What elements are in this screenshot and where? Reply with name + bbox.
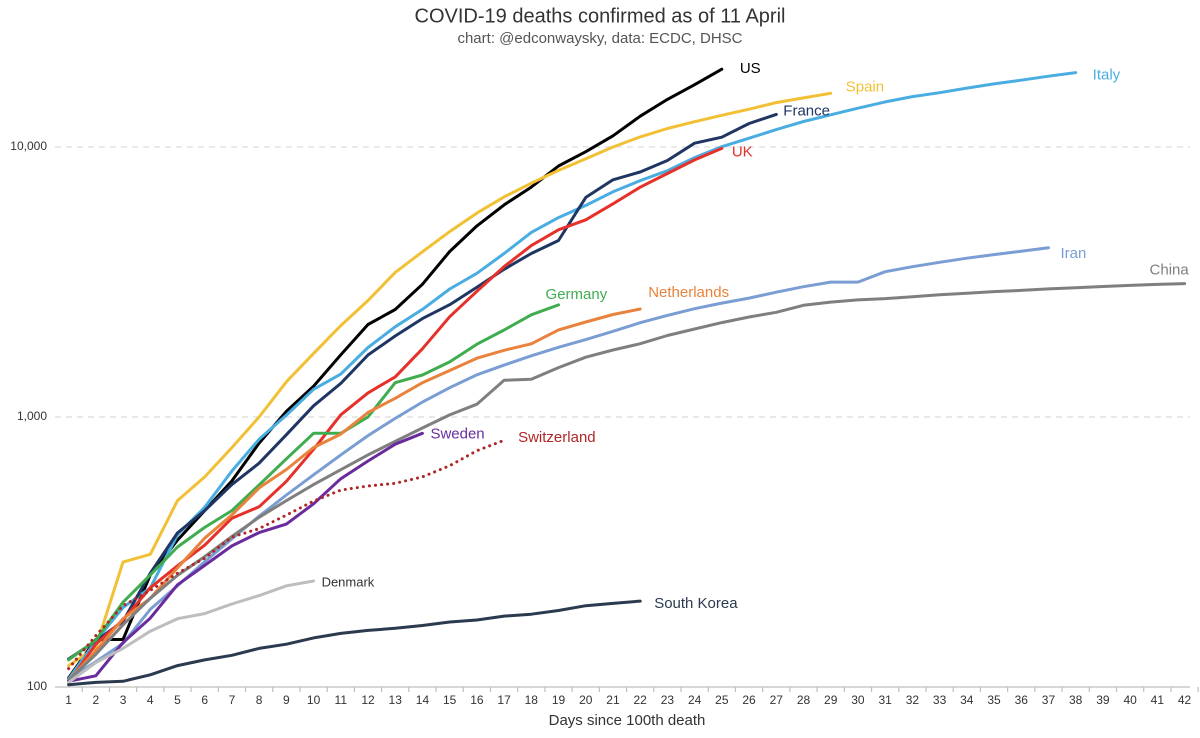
x-tick-label: 20	[579, 693, 593, 707]
x-tick-label: 6	[201, 693, 208, 707]
series-label: Spain	[846, 78, 884, 95]
x-tick-label: 41	[1151, 693, 1165, 707]
x-tick-label: 26	[742, 693, 756, 707]
series-label: China	[1150, 262, 1190, 279]
x-tick-label: 29	[824, 693, 838, 707]
series-label: Sweden	[430, 425, 484, 442]
series-line	[67, 246, 1050, 681]
chart-subtitle: chart: @edconwaysky, data: ECDC, DHSC	[457, 30, 742, 47]
x-tick-label: 33	[933, 693, 947, 707]
series-label: Italy	[1093, 67, 1121, 84]
y-tick-label: 1,000	[17, 409, 47, 423]
x-tick-label: 11	[335, 693, 348, 707]
x-tick-label: 19	[552, 693, 566, 707]
x-tick-label: 38	[1069, 693, 1083, 707]
series-line	[67, 303, 560, 662]
x-tick-label: 13	[389, 693, 403, 707]
x-tick-label: 39	[1096, 693, 1110, 707]
series-label: Iran	[1060, 245, 1086, 262]
y-tick-label: 100	[27, 679, 47, 693]
x-tick-label: 3	[120, 693, 127, 707]
x-tick-label: 8	[256, 693, 263, 707]
series-label: Germany	[546, 286, 608, 303]
series-line	[67, 438, 506, 671]
series-line	[67, 71, 1078, 681]
y-tick-label: 10,000	[10, 139, 47, 153]
x-tick-label: 21	[606, 693, 620, 707]
x-tick-label: 27	[770, 693, 784, 707]
x-tick-label: 2	[92, 693, 99, 707]
series-line	[67, 579, 316, 684]
x-tick-label: 34	[960, 693, 974, 707]
x-tick-label: 31	[878, 693, 892, 707]
series-label: Switzerland	[518, 429, 596, 446]
x-tick-label: 30	[851, 693, 865, 707]
chart-title: COVID-19 deaths confirmed as of 11 April	[415, 5, 786, 27]
series-label: Netherlands	[648, 284, 729, 301]
x-tick-label: 12	[361, 693, 375, 707]
series-line	[67, 599, 642, 687]
series-line	[67, 91, 833, 668]
series-line	[67, 307, 642, 682]
x-tick-label: 10	[307, 693, 321, 707]
x-tick-label: 40	[1123, 693, 1137, 707]
x-tick-label: 36	[1015, 693, 1029, 707]
x-tick-label: 17	[497, 693, 511, 707]
series-label: Denmark	[322, 574, 375, 589]
x-tick-label: 5	[174, 693, 181, 707]
x-tick-label: 9	[283, 693, 290, 707]
x-axis-label: Days since 100th death	[549, 712, 706, 729]
x-tick-label: 37	[1042, 693, 1056, 707]
x-tick-label: 28	[797, 693, 811, 707]
series-label: US	[740, 60, 761, 77]
x-tick-label: 35	[987, 693, 1001, 707]
series-line	[67, 282, 1187, 682]
x-tick-label: 22	[634, 693, 648, 707]
x-tick-label: 24	[688, 693, 702, 707]
series-label: UK	[732, 143, 753, 160]
x-tick-label: 23	[661, 693, 675, 707]
series-line	[67, 67, 724, 680]
x-tick-label: 7	[229, 693, 236, 707]
x-tick-label: 1	[65, 693, 72, 707]
x-tick-label: 25	[715, 693, 729, 707]
x-tick-label: 42	[1178, 693, 1192, 707]
x-tick-label: 4	[147, 693, 154, 707]
x-tick-label: 15	[443, 693, 457, 707]
series-label: South Korea	[654, 595, 738, 612]
x-tick-label: 18	[525, 693, 539, 707]
series-line	[67, 112, 778, 661]
series-line	[67, 431, 424, 683]
x-tick-label: 14	[416, 693, 430, 707]
x-tick-label: 32	[906, 693, 920, 707]
series-label: France	[783, 102, 830, 119]
x-tick-label: 16	[470, 693, 484, 707]
